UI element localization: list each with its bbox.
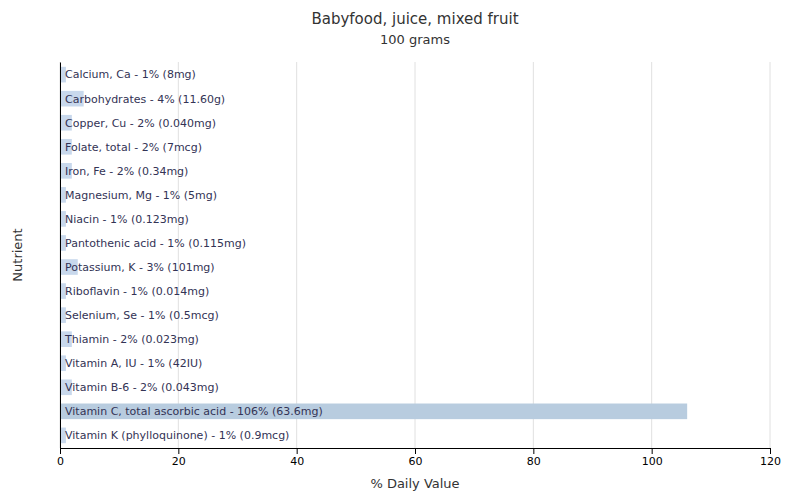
category-label: Folate, total - 2% (7mcg) bbox=[65, 141, 202, 154]
grid-line bbox=[60, 62, 61, 448]
category-labels: Calcium, Ca - 1% (8mg) Carbohydrates - 4%… bbox=[64, 68, 323, 442]
plot: 0 20 40 60 80 100 120 Calcium, Ca - 1% (8mg) Car… bbox=[57, 62, 781, 468]
category-label: Selenium, Se - 1% (0.5mcg) bbox=[65, 309, 219, 322]
x-tick-label: 0 bbox=[57, 455, 64, 468]
y-axis-title: Nutrient bbox=[10, 228, 25, 281]
x-tick: 0 bbox=[57, 448, 64, 468]
grid-line bbox=[651, 62, 652, 448]
category-label: Vitamin A, IU - 1% (42IU) bbox=[65, 357, 202, 370]
category-label: Niacin - 1% (0.123mg) bbox=[65, 213, 189, 226]
x-axis-title: % Daily Value bbox=[370, 476, 459, 491]
grid-line bbox=[296, 62, 297, 448]
category-label: Magnesium, Mg - 1% (5mg) bbox=[65, 189, 217, 202]
x-tick: 60 bbox=[409, 448, 423, 468]
x-tick-label: 20 bbox=[172, 455, 186, 468]
y-axis bbox=[60, 63, 61, 449]
x-tick-label: 80 bbox=[527, 455, 541, 468]
category-label: Calcium, Ca - 1% (8mg) bbox=[65, 68, 196, 81]
category-label: Vitamin B-6 - 2% (0.043mg) bbox=[65, 381, 219, 394]
chart: 0 20 40 60 80 100 120 Calcium, Ca - 1% (8mg) Car… bbox=[0, 0, 800, 500]
x-tick-mark bbox=[178, 448, 179, 454]
grid-line bbox=[415, 62, 416, 448]
subtitle: 100 grams bbox=[380, 32, 450, 47]
x-tick-mark bbox=[297, 448, 298, 454]
bar bbox=[60, 404, 687, 420]
category-label: Copper, Cu - 2% (0.040mg) bbox=[65, 117, 216, 130]
bars bbox=[60, 67, 687, 443]
category-label: Iron, Fe - 2% (0.34mg) bbox=[65, 165, 188, 178]
x-tick-mark bbox=[415, 448, 416, 454]
x-tick-mark bbox=[770, 448, 771, 454]
category-label: Pantothenic acid - 1% (0.115mg) bbox=[65, 237, 246, 250]
category-label: Carbohydrates - 4% (11.60g) bbox=[65, 93, 225, 106]
category-label: Riboflavin - 1% (0.014mg) bbox=[65, 285, 209, 298]
x-tick-label: 100 bbox=[642, 455, 663, 468]
y-axis-line bbox=[60, 63, 61, 449]
category-label: Potassium, K - 3% (101mg) bbox=[65, 261, 215, 274]
x-tick: 40 bbox=[290, 448, 304, 468]
x-tick: 100 bbox=[642, 448, 663, 468]
x-tick-label: 40 bbox=[290, 455, 304, 468]
x-tick-mark bbox=[60, 448, 61, 454]
title: Babyfood, juice, mixed fruit bbox=[311, 10, 518, 28]
x-axis: 0 20 40 60 80 100 120 bbox=[57, 448, 781, 468]
category-label: Thiamin - 2% (0.023mg) bbox=[64, 333, 199, 346]
x-tick-mark bbox=[652, 448, 653, 454]
x-tick: 80 bbox=[527, 448, 541, 468]
x-tick-label: 60 bbox=[409, 455, 423, 468]
x-tick-label: 120 bbox=[760, 455, 781, 468]
category-label: Vitamin C, total ascorbic acid - 106% (6… bbox=[65, 405, 323, 418]
x-tick-mark bbox=[533, 448, 534, 454]
grid-line bbox=[770, 62, 771, 448]
x-tick: 120 bbox=[760, 448, 781, 468]
category-label: Vitamin K (phylloquinone) - 1% (0.9mcg) bbox=[65, 429, 289, 442]
x-tick: 20 bbox=[172, 448, 186, 468]
grid bbox=[60, 62, 770, 448]
grid-line bbox=[533, 62, 534, 448]
